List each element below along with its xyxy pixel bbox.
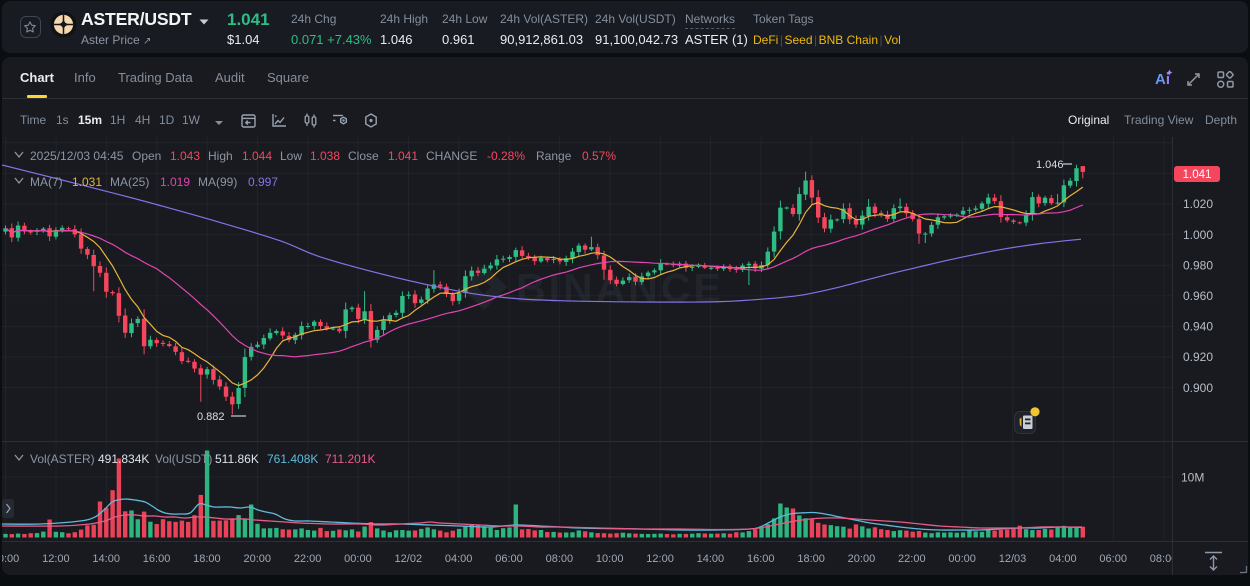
svg-text:06:00: 06:00 [1099, 553, 1127, 565]
svg-text:10:00: 10:00 [596, 553, 624, 565]
svg-text:Range: Range [536, 149, 572, 163]
svg-text:08:00: 08:00 [1150, 553, 1178, 565]
svg-text:06:00: 06:00 [495, 553, 523, 565]
svg-text:20:00: 20:00 [848, 553, 876, 565]
svg-text:CHANGE: CHANGE [426, 149, 477, 163]
svg-text:Open: Open [132, 149, 161, 163]
svg-text:High: High [208, 149, 233, 163]
svg-text:0.997: 0.997 [248, 175, 278, 189]
svg-text:12:00: 12:00 [646, 553, 674, 565]
svg-text:MA(25): MA(25) [110, 175, 149, 189]
svg-text:MA(99): MA(99) [198, 175, 237, 189]
svg-text:1.038: 1.038 [310, 149, 340, 163]
svg-text:761.408K: 761.408K [267, 452, 318, 466]
svg-text:1.046: 1.046 [1036, 159, 1064, 171]
svg-text:Vol(USDT): Vol(USDT) [155, 452, 212, 466]
svg-text:0.960: 0.960 [1183, 289, 1213, 303]
svg-text:2025/12/03 04:45: 2025/12/03 04:45 [30, 149, 124, 163]
svg-text:00:00: 00:00 [948, 553, 976, 565]
svg-text:BINANCE: BINANCE [516, 265, 724, 311]
svg-text:MA(7): MA(7) [30, 175, 63, 189]
svg-text:0.900: 0.900 [1183, 381, 1213, 395]
svg-text:10M: 10M [1181, 471, 1204, 485]
svg-text:Vol(ASTER): Vol(ASTER) [30, 452, 95, 466]
svg-text:10:00: 10:00 [2, 553, 19, 565]
svg-text:04:00: 04:00 [445, 553, 473, 565]
svg-text:0.882: 0.882 [197, 411, 225, 423]
svg-text:Low: Low [280, 149, 302, 163]
svg-text:511.86K: 511.86K [215, 452, 259, 466]
svg-text:1.043: 1.043 [170, 149, 200, 163]
svg-text:22:00: 22:00 [294, 553, 322, 565]
svg-text:18:00: 18:00 [797, 553, 825, 565]
svg-text:16:00: 16:00 [747, 553, 775, 565]
svg-text:1.041: 1.041 [1183, 169, 1212, 181]
svg-text:00:00: 00:00 [344, 553, 372, 565]
svg-text:16:00: 16:00 [143, 553, 171, 565]
svg-text:12:00: 12:00 [42, 553, 70, 565]
svg-text:08:00: 08:00 [546, 553, 574, 565]
svg-text:14:00: 14:00 [92, 553, 120, 565]
svg-text:0.940: 0.940 [1183, 320, 1213, 334]
svg-text:12/03: 12/03 [999, 553, 1027, 565]
svg-text:20:00: 20:00 [243, 553, 271, 565]
svg-text:18:00: 18:00 [193, 553, 221, 565]
svg-text:12/02: 12/02 [395, 553, 423, 565]
svg-text:Close: Close [348, 149, 379, 163]
svg-text:0.57%: 0.57% [582, 149, 616, 163]
svg-text:711.201K: 711.201K [325, 452, 376, 466]
svg-text:491.834K: 491.834K [98, 452, 149, 466]
svg-text:1.031: 1.031 [72, 175, 102, 189]
svg-text:0.980: 0.980 [1183, 258, 1213, 272]
svg-text:1.000: 1.000 [1183, 228, 1213, 242]
svg-text:1.044: 1.044 [242, 149, 272, 163]
svg-text:0.920: 0.920 [1183, 350, 1213, 364]
svg-text:22:00: 22:00 [898, 553, 926, 565]
svg-text:04:00: 04:00 [1049, 553, 1077, 565]
svg-text:-0.28%: -0.28% [487, 149, 525, 163]
svg-text:1.019: 1.019 [160, 175, 190, 189]
svg-text:1.041: 1.041 [388, 149, 418, 163]
svg-text:14:00: 14:00 [697, 553, 725, 565]
svg-text:1.020: 1.020 [1183, 197, 1213, 211]
